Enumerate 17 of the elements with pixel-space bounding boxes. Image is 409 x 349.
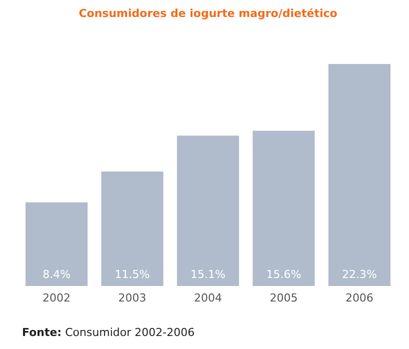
x-tick-label: 2006 bbox=[345, 292, 374, 304]
x-tick-label: 2004 bbox=[194, 292, 222, 304]
x-tick-label: 2002 bbox=[42, 292, 71, 304]
source-note: Fonte: Consumidor 2002-2006 bbox=[22, 326, 195, 339]
data-label: 15.1% bbox=[190, 268, 226, 281]
bar bbox=[252, 130, 315, 286]
chart-title: Consumidores de iogurte magro/dietético bbox=[78, 7, 338, 20]
bar bbox=[176, 136, 240, 286]
data-label: 15.6% bbox=[266, 268, 302, 281]
data-label: 8.4% bbox=[42, 268, 71, 281]
x-tick-label: 2005 bbox=[270, 292, 298, 304]
bar bbox=[26, 202, 88, 286]
data-label: 11.5% bbox=[114, 268, 150, 281]
bar bbox=[328, 64, 390, 286]
x-tick-label: 2003 bbox=[118, 292, 146, 304]
bar bbox=[101, 172, 164, 286]
data-label: 22.3% bbox=[342, 268, 377, 281]
